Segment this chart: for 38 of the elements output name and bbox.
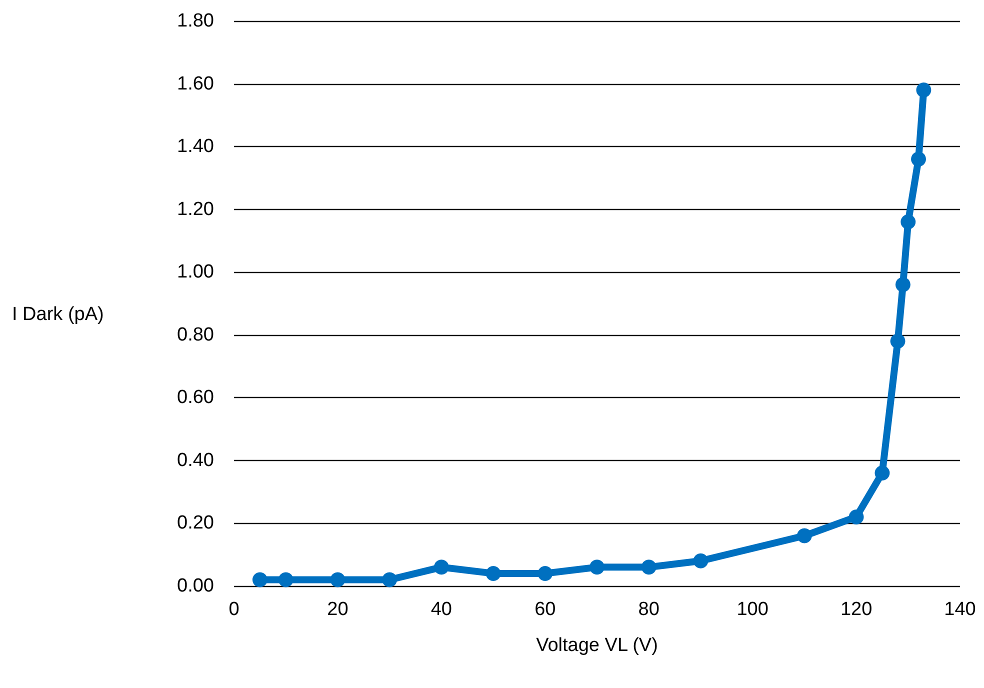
y-tick-label: 0.80 bbox=[177, 324, 214, 346]
x-tick-label: 0 bbox=[228, 599, 240, 620]
point bbox=[486, 566, 501, 581]
x-tick-label: 60 bbox=[534, 599, 556, 620]
y-tick-label: 1.00 bbox=[177, 262, 214, 283]
x-tick-label: 80 bbox=[638, 599, 660, 620]
point bbox=[641, 560, 656, 575]
point bbox=[911, 152, 926, 167]
x-axis-title: Voltage VL (V) bbox=[536, 635, 658, 656]
y-tick-label: 0.40 bbox=[177, 450, 214, 471]
y-tick-label: 1.80 bbox=[177, 10, 214, 32]
point bbox=[900, 214, 916, 230]
x-tick-label: 100 bbox=[736, 599, 768, 620]
point bbox=[796, 528, 812, 544]
point bbox=[382, 572, 398, 588]
point bbox=[874, 466, 890, 480]
point bbox=[330, 572, 346, 588]
point bbox=[895, 277, 910, 292]
y-tick-label: 1.40 bbox=[177, 136, 214, 158]
point bbox=[538, 566, 553, 581]
point bbox=[890, 334, 906, 349]
point bbox=[590, 560, 604, 575]
y-tick-label: 0.60 bbox=[177, 387, 214, 408]
y-tick-label: 0.00 bbox=[177, 576, 214, 596]
y-tick-label: 1.60 bbox=[177, 73, 214, 94]
point bbox=[278, 572, 294, 588]
x-tick-label: 20 bbox=[327, 599, 348, 620]
point bbox=[693, 553, 708, 568]
point bbox=[434, 560, 449, 575]
point bbox=[848, 509, 864, 524]
x-tick-label: 120 bbox=[840, 599, 872, 620]
x-tick-label: 140 bbox=[944, 599, 976, 620]
x-tick-label: 40 bbox=[430, 599, 452, 620]
y-axis-title: I Dark (pA) bbox=[12, 304, 104, 325]
y-tick-label: 1.20 bbox=[177, 198, 214, 220]
point bbox=[252, 572, 268, 588]
y-tick-label: 0.20 bbox=[177, 512, 214, 534]
point bbox=[916, 82, 932, 98]
